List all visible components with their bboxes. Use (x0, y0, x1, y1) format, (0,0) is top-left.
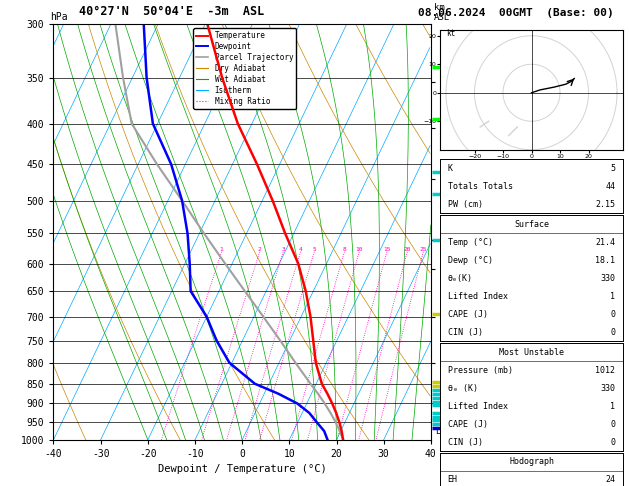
Text: θₑ (K): θₑ (K) (448, 383, 477, 393)
Text: LCL: LCL (435, 427, 450, 435)
Text: 2.15: 2.15 (596, 200, 615, 209)
Text: Pressure (mb): Pressure (mb) (448, 365, 513, 375)
Text: Lifted Index: Lifted Index (448, 401, 508, 411)
Text: Temp (°C): Temp (°C) (448, 238, 493, 247)
Text: Totals Totals: Totals Totals (448, 182, 513, 191)
Text: 44: 44 (606, 182, 615, 191)
Text: 330: 330 (601, 383, 615, 393)
Text: 15: 15 (383, 247, 391, 252)
Text: 0: 0 (610, 437, 615, 447)
Text: 1012: 1012 (596, 365, 615, 375)
Text: 1: 1 (220, 247, 223, 252)
Text: 330: 330 (601, 274, 615, 283)
Text: 24: 24 (606, 475, 615, 485)
Text: PW (cm): PW (cm) (448, 200, 482, 209)
Text: Dewp (°C): Dewp (°C) (448, 256, 493, 265)
Text: 1: 1 (610, 401, 615, 411)
Text: 8: 8 (342, 247, 346, 252)
Text: Most Unstable: Most Unstable (499, 347, 564, 357)
Text: 4: 4 (299, 247, 303, 252)
Text: CIN (J): CIN (J) (448, 328, 482, 337)
Text: 0: 0 (610, 310, 615, 319)
Text: 10: 10 (355, 247, 363, 252)
Text: 2: 2 (258, 247, 262, 252)
Text: 21.4: 21.4 (596, 238, 615, 247)
X-axis label: Dewpoint / Temperature (°C): Dewpoint / Temperature (°C) (158, 465, 326, 474)
Text: K: K (448, 164, 453, 173)
Text: 5: 5 (610, 164, 615, 173)
Text: Surface: Surface (514, 220, 549, 229)
Legend: Temperature, Dewpoint, Parcel Trajectory, Dry Adiabat, Wet Adiabat, Isotherm, Mi: Temperature, Dewpoint, Parcel Trajectory… (193, 28, 296, 109)
Text: 0: 0 (610, 328, 615, 337)
Text: Hodograph: Hodograph (509, 457, 554, 467)
Y-axis label: Mixing Ratio  (g/kg): Mixing Ratio (g/kg) (450, 178, 460, 286)
Text: hPa: hPa (50, 12, 68, 22)
Text: 40°27'N  50°04'E  -3m  ASL: 40°27'N 50°04'E -3m ASL (79, 5, 264, 18)
Text: 3: 3 (281, 247, 285, 252)
Text: Lifted Index: Lifted Index (448, 292, 508, 301)
Text: kt: kt (446, 29, 455, 38)
Text: EH: EH (448, 475, 457, 485)
Text: 1: 1 (610, 292, 615, 301)
Text: 20: 20 (403, 247, 411, 252)
Text: CAPE (J): CAPE (J) (448, 310, 487, 319)
Text: km
ASL: km ASL (434, 3, 450, 22)
Text: CAPE (J): CAPE (J) (448, 419, 487, 429)
Text: θₑ(K): θₑ(K) (448, 274, 472, 283)
Text: 25: 25 (420, 247, 427, 252)
Text: 0: 0 (610, 419, 615, 429)
Text: 18.1: 18.1 (596, 256, 615, 265)
Text: 08.06.2024  00GMT  (Base: 00): 08.06.2024 00GMT (Base: 00) (418, 8, 614, 18)
Text: CIN (J): CIN (J) (448, 437, 482, 447)
Text: 5: 5 (313, 247, 316, 252)
